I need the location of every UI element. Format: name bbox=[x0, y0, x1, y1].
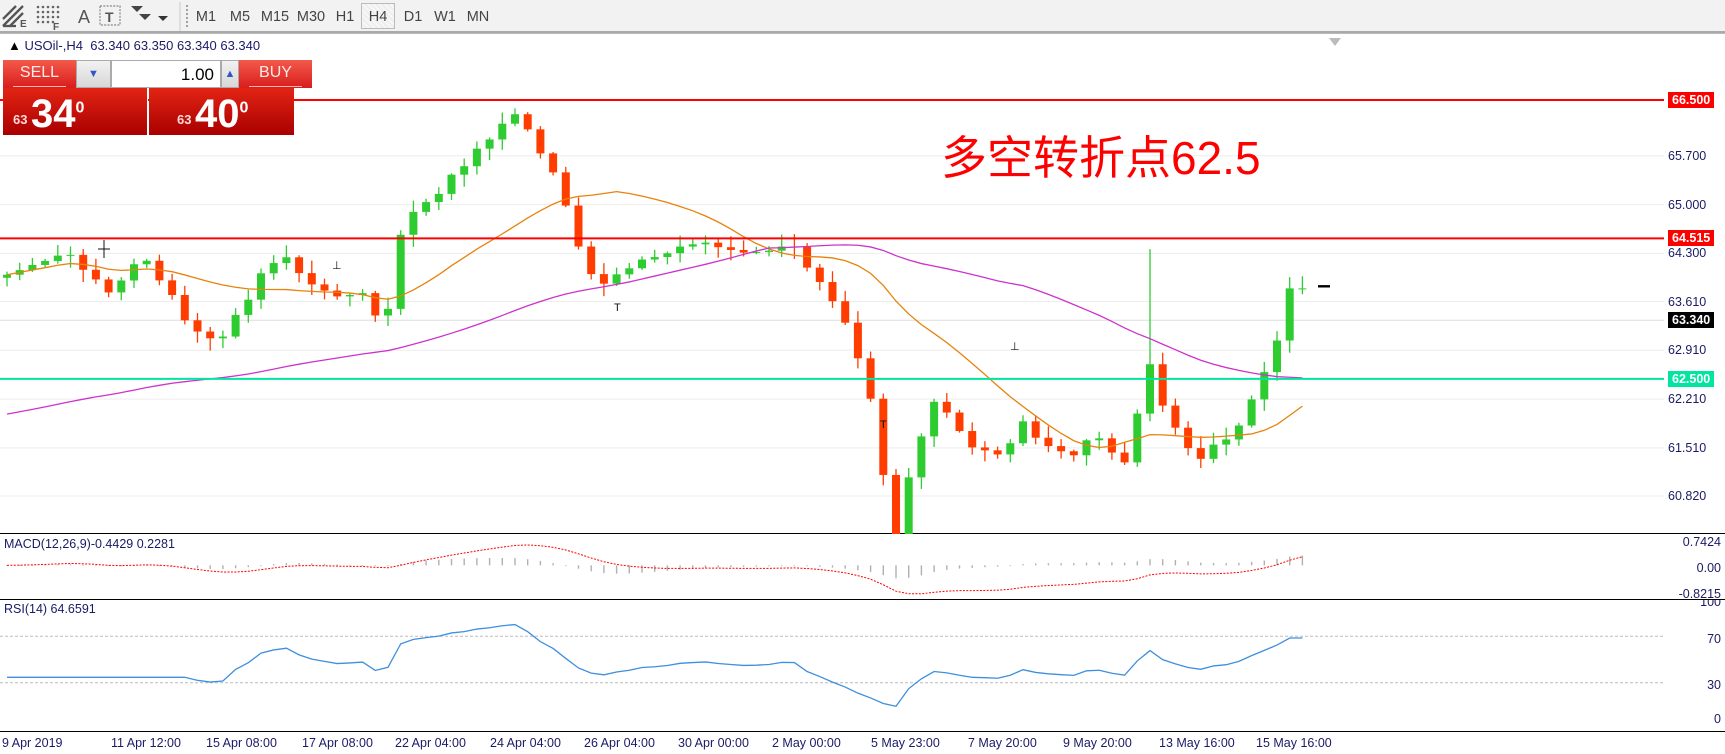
svg-text:T: T bbox=[105, 9, 114, 25]
svg-text:T: T bbox=[614, 302, 621, 314]
svg-text:⊥: ⊥ bbox=[1010, 341, 1020, 353]
svg-text:⊥: ⊥ bbox=[332, 260, 342, 272]
svg-text:多空转折点62.5: 多空转折点62.5 bbox=[941, 132, 1261, 184]
svg-text:E: E bbox=[20, 19, 27, 30]
svg-text:A: A bbox=[78, 7, 90, 27]
svg-text:T: T bbox=[880, 419, 887, 431]
